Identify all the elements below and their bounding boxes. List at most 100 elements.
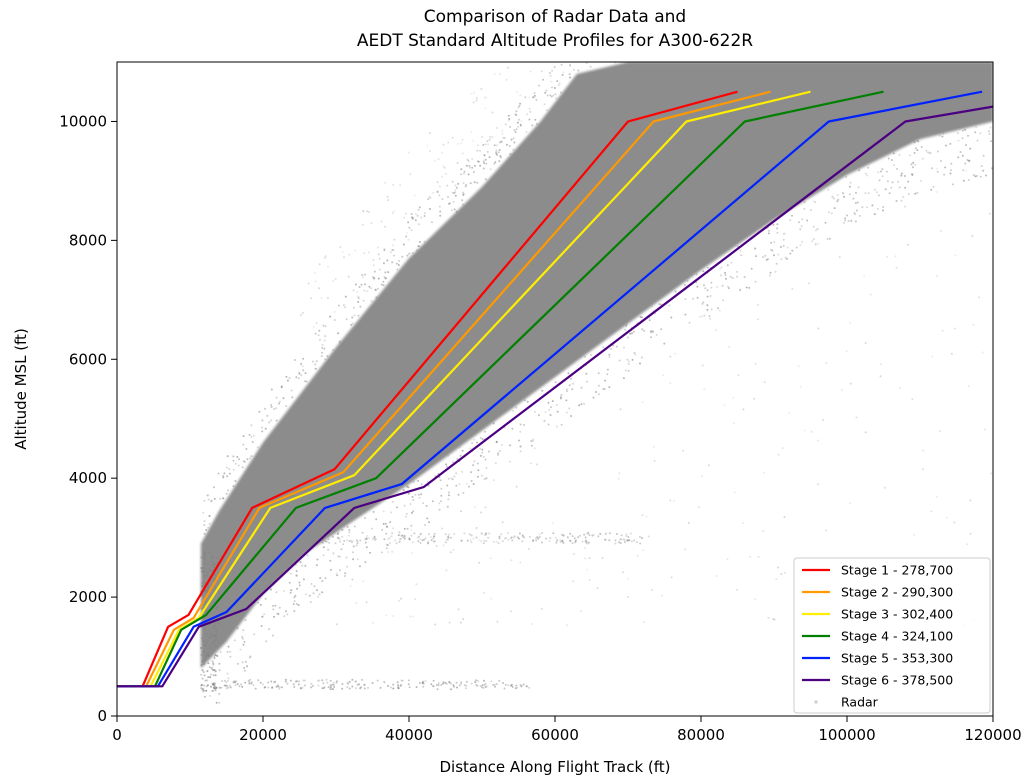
radar-point xyxy=(241,637,244,640)
radar-point xyxy=(874,188,876,191)
radar-point xyxy=(921,157,924,160)
radar-point xyxy=(950,352,953,355)
radar-point xyxy=(627,363,630,365)
radar-point xyxy=(865,174,868,177)
radar-point xyxy=(346,686,349,689)
radar-point xyxy=(409,503,412,505)
radar-point xyxy=(505,143,508,146)
radar-point xyxy=(488,450,490,453)
radar-point xyxy=(371,537,374,540)
radar-point xyxy=(236,627,239,630)
radar-point xyxy=(626,336,629,339)
radar-point xyxy=(439,500,442,503)
radar-point xyxy=(408,686,411,689)
radar-point xyxy=(429,150,431,153)
radar-point xyxy=(625,535,628,538)
radar-point xyxy=(436,190,439,193)
radar-point xyxy=(706,308,709,311)
radar-point xyxy=(355,602,358,604)
radar-point xyxy=(900,172,903,175)
radar-point xyxy=(361,223,364,226)
radar-point xyxy=(205,641,208,644)
radar-point xyxy=(864,172,867,175)
radar-point xyxy=(263,613,266,616)
radar-point xyxy=(391,248,394,251)
radar-point xyxy=(513,141,516,144)
radar-point xyxy=(357,314,360,317)
radar-point xyxy=(964,162,967,165)
radar-point xyxy=(519,123,522,126)
radar-point xyxy=(207,662,210,665)
radar-point xyxy=(909,154,912,157)
radar-point xyxy=(483,154,486,157)
radar-point xyxy=(393,210,396,212)
radar-point xyxy=(361,531,364,534)
radar-point xyxy=(692,297,695,300)
radar-point xyxy=(660,328,663,331)
radar-point xyxy=(529,110,532,113)
radar-point xyxy=(954,254,957,257)
radar-point xyxy=(485,162,488,165)
radar-point xyxy=(558,82,561,85)
radar-point xyxy=(628,360,630,363)
radar-point xyxy=(720,274,723,277)
radar-point xyxy=(456,162,459,164)
radar-point xyxy=(914,163,917,166)
radar-point xyxy=(864,192,867,195)
radar-point xyxy=(931,167,934,170)
radar-point xyxy=(336,536,339,539)
radar-point xyxy=(471,442,474,444)
stage-4-line xyxy=(117,90,884,688)
radar-point xyxy=(356,683,359,686)
radar-point xyxy=(577,69,580,72)
radar-point xyxy=(701,364,704,367)
radar-point xyxy=(452,548,455,551)
radar-point xyxy=(461,449,464,452)
radar-point xyxy=(359,687,362,690)
radar-point xyxy=(911,166,914,169)
radar-point xyxy=(515,91,518,93)
radar-point xyxy=(201,677,204,680)
radar-point xyxy=(204,643,207,646)
radar-point xyxy=(482,144,485,146)
radar-point xyxy=(496,620,499,623)
radar-point xyxy=(351,685,354,688)
radar-point xyxy=(402,536,405,539)
radar-point xyxy=(432,191,435,194)
radar-point xyxy=(490,680,493,683)
radar-point xyxy=(356,558,359,561)
radar-point xyxy=(485,685,488,688)
radar-point xyxy=(272,604,274,607)
radar-point xyxy=(460,682,463,685)
radar-point xyxy=(535,98,538,101)
radar-point xyxy=(289,679,292,682)
radar-point xyxy=(484,506,487,509)
radar-point xyxy=(890,159,893,161)
radar-point xyxy=(562,541,564,544)
radar-point xyxy=(391,500,394,503)
radar-point xyxy=(319,338,321,341)
radar-point xyxy=(333,319,336,321)
radar-point xyxy=(446,538,449,541)
radar-point xyxy=(211,666,214,669)
radar-point xyxy=(322,687,325,690)
radar-point xyxy=(971,235,974,238)
radar-point xyxy=(401,534,404,537)
radar-point xyxy=(242,643,245,646)
radar-point xyxy=(695,273,698,276)
radar-point xyxy=(420,216,423,219)
radar-point xyxy=(585,540,588,543)
radar-point xyxy=(354,283,357,286)
radar-point xyxy=(493,683,496,686)
radar-point xyxy=(782,238,785,241)
radar-point xyxy=(305,380,308,383)
radar-point xyxy=(212,563,215,566)
radar-point xyxy=(624,325,627,328)
radar-point xyxy=(204,552,206,555)
radar-point xyxy=(484,682,487,685)
radar-point xyxy=(387,199,390,202)
radar-point xyxy=(295,602,298,605)
radar-point xyxy=(515,110,518,113)
radar-point xyxy=(337,555,340,558)
radar-point xyxy=(453,685,456,688)
